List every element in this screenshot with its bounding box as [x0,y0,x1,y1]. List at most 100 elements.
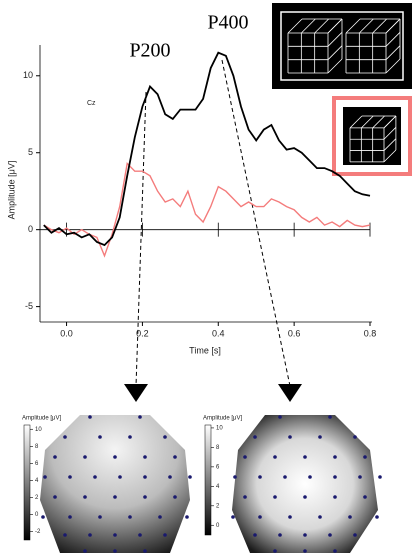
electrode [143,549,147,553]
electrode [353,533,357,537]
electrode [353,435,357,439]
electrode [273,455,277,459]
electrode [43,475,47,479]
electrode [303,455,307,459]
electrode [303,533,307,537]
electrode [231,515,235,519]
electrode [173,455,177,459]
arrow-head [278,384,302,402]
arrow-head [124,384,148,402]
colorbar-tick-label: 4 [216,484,220,490]
electrode [143,475,147,479]
electrode [303,549,307,553]
icon-one-cube [334,98,410,174]
colorbar-tick-label: 10 [216,425,223,431]
electrode [118,475,122,479]
electrode [258,475,262,479]
electrode [273,495,277,499]
y-axis-label: Amplitude [μV] [6,161,16,220]
electrode [328,533,332,537]
electrode [318,515,322,519]
electrode [278,533,282,537]
electrode [185,515,189,519]
colorbar [205,425,211,535]
colorbar-tick-label: -2 [35,529,41,535]
electrode [138,415,142,419]
electrode [333,455,337,459]
electrode [375,515,379,519]
colorbar-label: Amplitude [μV] [22,416,61,422]
x-axis-label: Time [s] [189,345,221,355]
y-tick-label: -5 [25,301,33,311]
electrode [333,475,337,479]
colorbar-tick-label: 6 [35,461,39,467]
electrode [63,435,67,439]
electrode [83,495,87,499]
page: P200 P400 Cz Amplitude [μV] Time [s] Amp… [0,0,415,553]
electrode [358,475,362,479]
electrode [63,533,67,537]
colorbar-label: Amplitude [μV] [203,416,242,422]
x-tick-label: 0.0 [60,328,73,338]
electrode [83,455,87,459]
electrode [363,495,367,499]
electrode [143,495,147,499]
electrode [173,495,177,499]
electrode [98,435,102,439]
line-series [44,164,370,256]
colorbar-tick-label: 0 [35,512,39,518]
colorbar-tick-label: 2 [216,503,220,509]
electrode [158,515,162,519]
colorbar-tick-label: 8 [35,444,39,450]
electrode [143,455,147,459]
electrode [163,533,167,537]
electrode [83,549,87,553]
electrode [258,515,262,519]
electrode [163,435,167,439]
electrode [233,475,237,479]
electrode [113,549,117,553]
electrode [68,515,72,519]
electrode [128,515,132,519]
electrode [253,533,257,537]
electrode [328,415,332,419]
x-tick-label: 0.2 [136,328,149,338]
electrode [53,495,57,499]
electrode [168,475,172,479]
y-tick-label: 0 [28,224,33,234]
electrode [288,435,292,439]
electrode [243,495,247,499]
electrode [378,475,382,479]
x-tick-label: 0.8 [364,328,377,338]
electrode [243,455,247,459]
colorbar-tick-label: 6 [216,464,220,470]
electrode [88,415,92,419]
annotation: P200 [129,40,170,62]
electrode [278,415,282,419]
electrode [128,435,132,439]
y-tick-label: 5 [28,147,33,157]
colorbar-tick-label: 8 [216,445,220,451]
electrode [188,475,192,479]
colorbar [24,425,30,540]
electrode [253,435,257,439]
colorbar-tick-label: 4 [35,478,39,484]
electrode [113,495,117,499]
electrode [113,455,117,459]
electrode [113,533,117,537]
electrode [273,549,277,553]
electrode [348,515,352,519]
electrode [303,495,307,499]
electrode [283,475,287,479]
electrode [88,533,92,537]
electrode [41,515,45,519]
electrode [363,455,367,459]
colorbar-tick-label: 0 [216,523,220,529]
head-map [40,415,190,553]
electrode [68,475,72,479]
electrode [333,495,337,499]
y-tick-label: 10 [23,70,33,80]
colorbar-tick-label: 10 [35,427,42,433]
electrode [53,455,57,459]
electrode [138,533,142,537]
